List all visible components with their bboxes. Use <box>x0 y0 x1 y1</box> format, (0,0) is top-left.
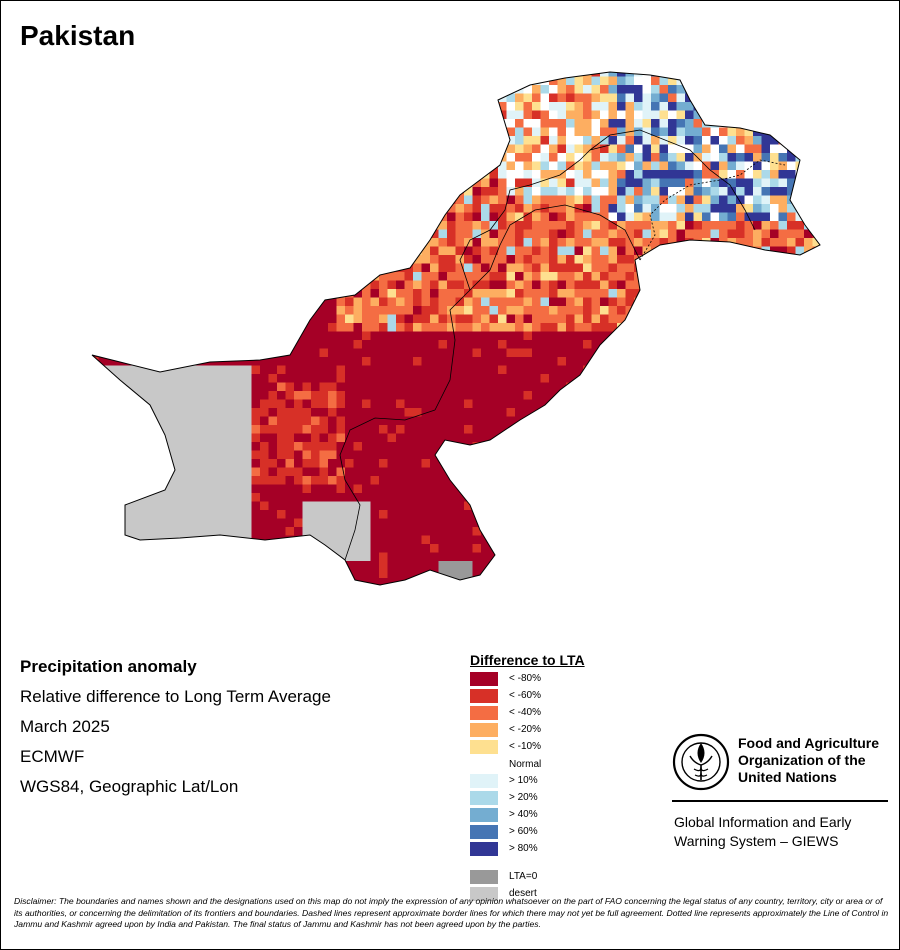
province-boundary-punjab <box>434 204 641 411</box>
legend-swatch <box>470 791 498 805</box>
legend-label: < -80% <box>509 673 541 684</box>
anomaly-map <box>91 71 821 586</box>
legend-label: > 80% <box>509 843 538 854</box>
legend-label: < -10% <box>509 741 541 752</box>
disclaimer-text: Disclaimer: The boundaries and names sho… <box>14 896 889 930</box>
organization-name: Food and Agriculture Organization of the… <box>738 735 880 785</box>
legend-title: Difference to LTA <box>470 652 585 668</box>
map-title: Pakistan <box>20 20 136 51</box>
province-boundary-balochistan-sindh <box>339 409 436 561</box>
legend-swatch <box>470 774 498 788</box>
info-heading: Precipitation anomaly <box>20 657 197 676</box>
legend-label: > 60% <box>509 826 538 837</box>
legend-swatch <box>470 740 498 754</box>
line-of-control <box>639 159 786 261</box>
fao-divider <box>672 800 888 802</box>
info-source: ECMWF <box>20 747 85 766</box>
legend-label: LTA=0 <box>509 871 538 882</box>
legend-swatch <box>470 825 498 839</box>
legend-swatch <box>470 887 498 901</box>
legend-swatch <box>470 808 498 822</box>
legend-label: < -40% <box>509 707 541 718</box>
fao-logo-icon <box>672 733 730 791</box>
legend-swatch <box>470 689 498 703</box>
country-border <box>91 71 821 586</box>
legend-swatch <box>470 672 498 686</box>
legend-label: > 20% <box>509 792 538 803</box>
map-legend: Difference to LTA < -80% < -60% < -40% < -2… <box>470 652 585 901</box>
legend-label: > 10% <box>509 775 538 786</box>
legend-swatch <box>470 706 498 720</box>
legend-label: Normal <box>509 759 542 770</box>
info-projection: WGS84, Geographic Lat/Lon <box>20 777 239 796</box>
legend-label: < -20% <box>509 724 541 735</box>
info-description: Relative difference to Long Term Average <box>20 687 331 706</box>
legend-swatch <box>470 870 498 884</box>
anomaly-grid <box>92 72 820 585</box>
giews-name: Global Information and Early Warning Sys… <box>674 814 852 849</box>
legend-swatch <box>470 842 498 856</box>
legend-swatch <box>470 758 498 772</box>
legend-label: > 40% <box>509 809 538 820</box>
legend-label: desert <box>509 888 537 899</box>
info-period: March 2025 <box>20 717 110 736</box>
region-boundary-north <box>589 129 756 231</box>
legend-label: < -60% <box>509 690 541 701</box>
province-boundary-kp <box>459 144 611 291</box>
map-info: Precipitation anomaly Relative differenc… <box>20 656 331 806</box>
legend-swatch <box>470 723 498 737</box>
